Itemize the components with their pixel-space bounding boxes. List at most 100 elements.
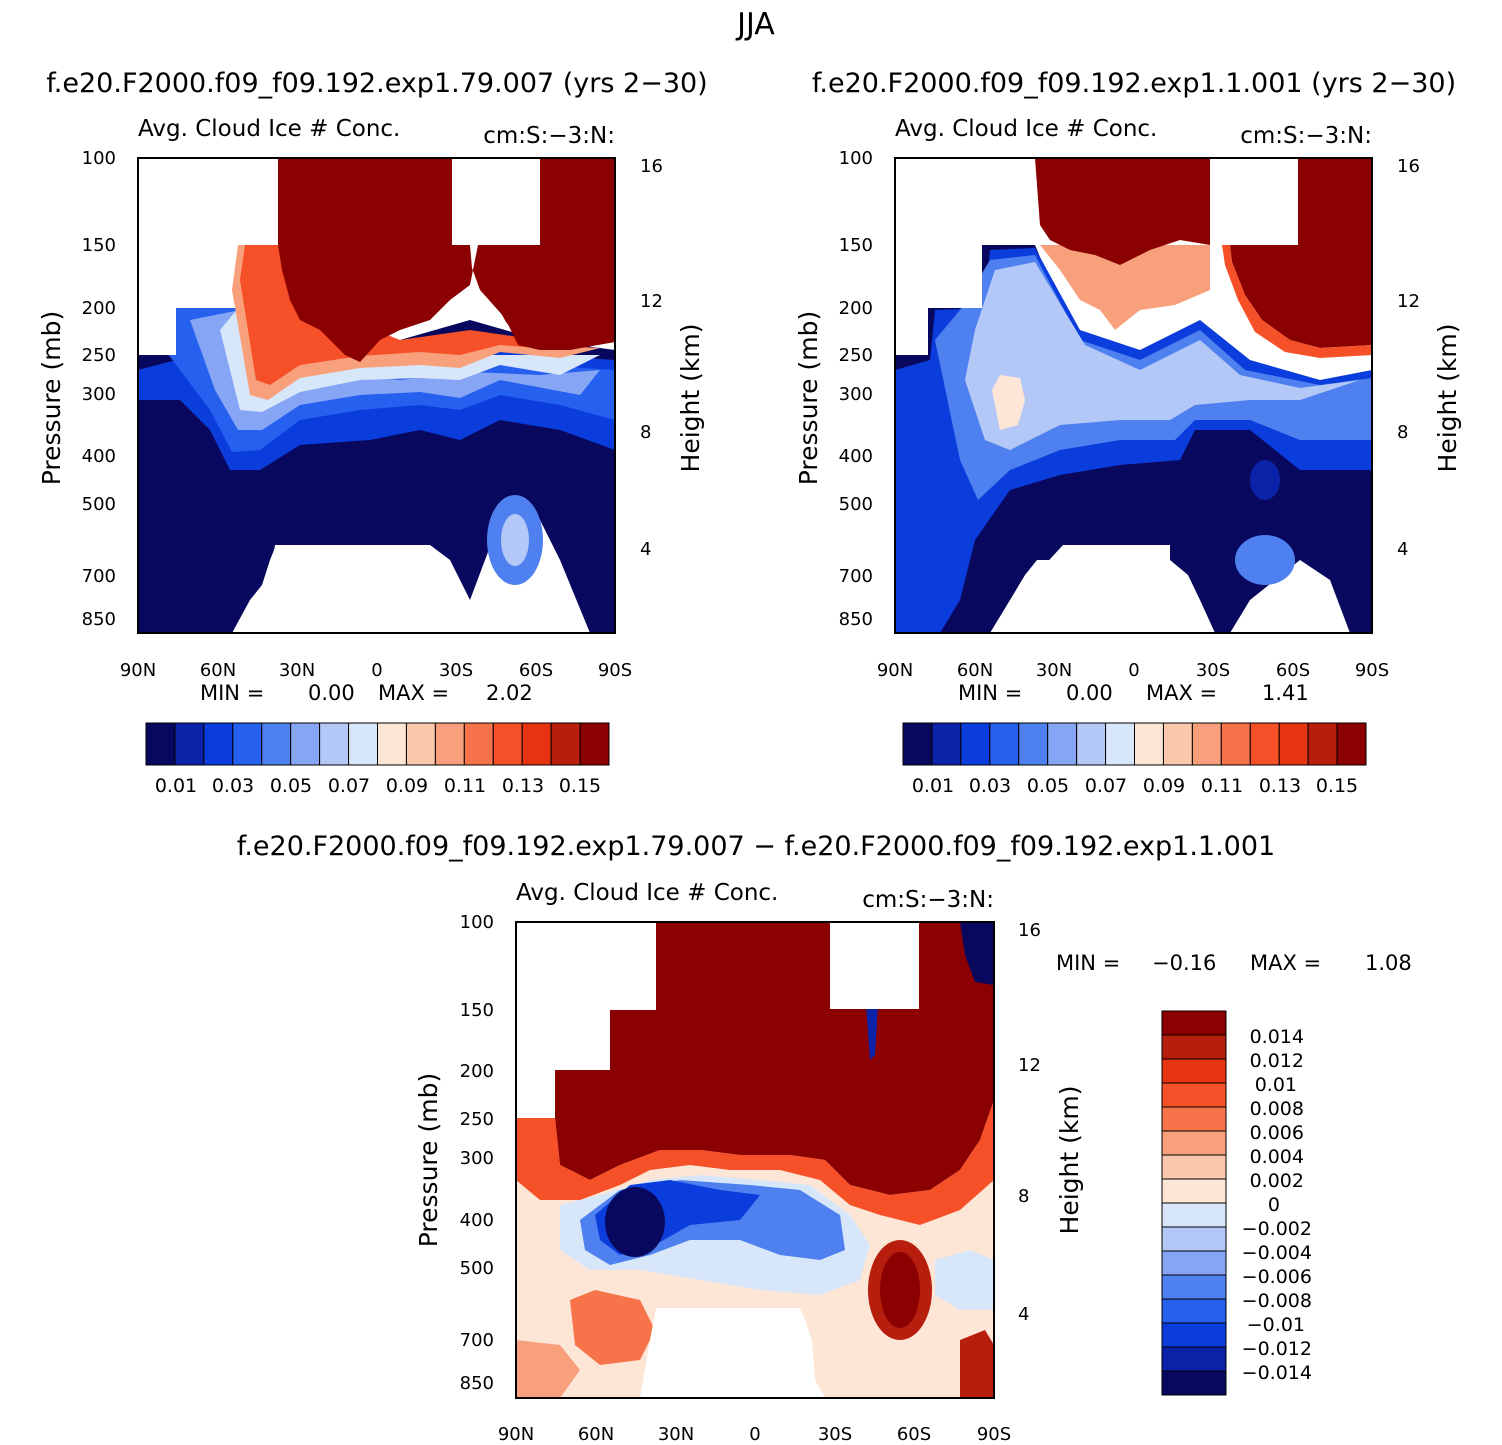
colorbar-label: −0.008 (1242, 1290, 1312, 1312)
panel-top-right: f.e20.F2000.f09_f09.192.exp1.1.001 (yrs … (794, 68, 1462, 797)
x-tick-label: 90S (977, 1424, 1011, 1445)
colorbar-swatch (1105, 722, 1135, 766)
colorbar-swatch (203, 722, 234, 766)
y-tick-label: 300 (839, 384, 873, 405)
colorbar-label: −0.012 (1242, 1338, 1312, 1360)
missing-data-top-mid (1210, 158, 1298, 245)
min-label: MIN = (958, 681, 1022, 705)
colorbar-swatch (1161, 1106, 1227, 1132)
colorbar-swatch (1191, 722, 1222, 766)
colorbar-label: 0 (1268, 1194, 1280, 1216)
colorbar: 0.01 0.03 0.05 0.07 0.09 0.11 0.13 0.15 (145, 722, 610, 797)
y-right-tick-label: 4 (1397, 539, 1408, 560)
min-value: −0.16 (1152, 951, 1216, 975)
y-tick-label: 300 (460, 1148, 494, 1169)
colorbar-label: 0.01 (912, 775, 954, 797)
contour-level-6 (190, 310, 600, 430)
colorbar-label: 0.07 (328, 775, 370, 797)
colorbar-swatch (1161, 1082, 1227, 1108)
colorbar-swatch (1161, 1058, 1227, 1084)
colorbar-swatch (1161, 1346, 1227, 1372)
contour-level-16-south (478, 158, 615, 346)
missing-data-top-left (138, 158, 278, 355)
contour-level-neg-stratosphere (960, 922, 994, 985)
contour-level-red-band (516, 1100, 994, 1225)
contour-level-16 (1035, 158, 1210, 265)
colorbar-swatch (1336, 722, 1367, 766)
contour-level-12 (240, 245, 600, 385)
colorbar-swatches (1161, 1010, 1227, 1396)
x-axis: 90N 60N 30N 0 30S 60S 90S (120, 660, 632, 681)
colorbar-label: 0.012 (1250, 1050, 1304, 1072)
colorbar-swatch (1047, 722, 1078, 766)
contour-level-light-blue-south (935, 1250, 994, 1310)
colorbar-label: 0.01 (1255, 1074, 1297, 1096)
plot-title-left: Avg. Cloud Ice # Conc. (138, 116, 400, 142)
y-tick-label: 850 (82, 609, 116, 630)
x-tick-label: 90S (598, 660, 632, 681)
x-tick-label: 90N (120, 660, 156, 681)
y-tick-label: 150 (839, 235, 873, 256)
y-tick-label: 500 (82, 494, 116, 515)
x-tick-label: 90N (498, 1424, 534, 1445)
y-tick-label: 850 (460, 1373, 494, 1394)
missing-data-top-mid (830, 922, 919, 1009)
y-right-tick-label: 16 (1397, 156, 1420, 177)
x-tick-label: 60S (897, 1424, 931, 1445)
contour-level-red-surface-left (570, 1290, 655, 1365)
y-tick-label: 500 (460, 1258, 494, 1279)
y-right-tick-label: 8 (1018, 1186, 1029, 1207)
x-tick-label: 30N (1036, 660, 1072, 681)
plot-title-right: cm:S:−3:N: (483, 123, 615, 149)
colorbar-swatch (1161, 1370, 1227, 1396)
contour-level-neg-filament (866, 1005, 878, 1060)
y-tick-label: 500 (839, 494, 873, 515)
plot-title-left: Avg. Cloud Ice # Conc. (516, 880, 778, 906)
colorbar: 0.014 0.012 0.01 0.008 0.006 0.004 0.002… (1161, 1010, 1312, 1396)
y-tick-label: 400 (839, 446, 873, 467)
min-label: MIN = (1056, 951, 1120, 975)
colorbar-swatch (1161, 1130, 1227, 1156)
plot-frame (137, 157, 616, 634)
colorbar-swatch (232, 722, 263, 766)
contour-field (516, 922, 994, 1398)
colorbar-label: 0.01 (155, 775, 197, 797)
min-max-summary: MIN = −0.16 MAX = 1.08 (1056, 951, 1412, 975)
y-tick-label: 400 (82, 446, 116, 467)
y-tick-label: 200 (460, 1061, 494, 1082)
contour-cell-max-core (880, 1252, 920, 1328)
x-tick-label: 60S (519, 660, 553, 681)
contour-level-red-surface-far (516, 1340, 580, 1398)
y-tick-label: 850 (839, 609, 873, 630)
contour-level-8 (220, 300, 600, 412)
colorbar-swatch (261, 722, 292, 766)
colorbar-swatch (1161, 1010, 1227, 1036)
min-value: 0.00 (308, 681, 355, 705)
y-axis-left: 100 150 200 250 300 400 500 700 850 Pres… (37, 148, 116, 630)
colorbar-label: 0.09 (1143, 775, 1185, 797)
colorbar-label: −0.006 (1242, 1266, 1312, 1288)
colorbar-swatch (463, 722, 494, 766)
colorbar-swatch (377, 722, 407, 766)
y-axis-label: Pressure (mb) (414, 1073, 443, 1247)
colorbar-swatch (1161, 1274, 1227, 1300)
plot-title-right: cm:S:−3:N: (1240, 123, 1372, 149)
y-right-tick-label: 12 (640, 291, 663, 312)
max-value: 1.08 (1365, 951, 1412, 975)
colorbar-swatch (1220, 722, 1251, 766)
y-tick-label: 700 (460, 1330, 494, 1351)
y-right-tick-label: 8 (640, 422, 651, 443)
y-tick-label: 150 (460, 1000, 494, 1021)
missing-data-surface (640, 1308, 825, 1398)
colorbar-swatch (434, 722, 465, 766)
colorbar-swatch (989, 722, 1020, 766)
x-tick-label: 30S (818, 1424, 852, 1445)
colorbar-swatch (405, 722, 436, 766)
y-right-tick-label: 4 (640, 539, 651, 560)
max-value: 2.02 (486, 681, 533, 705)
colorbar-swatch (1161, 1298, 1227, 1324)
min-max-summary: MIN = 0.00 MAX = 1.41 (958, 681, 1309, 705)
colorbar-label: −0.002 (1242, 1218, 1312, 1240)
colorbar-swatch (492, 722, 523, 766)
y-axis-left: 100 150 200 250 300 400 500 700 850 Pres… (794, 148, 873, 630)
